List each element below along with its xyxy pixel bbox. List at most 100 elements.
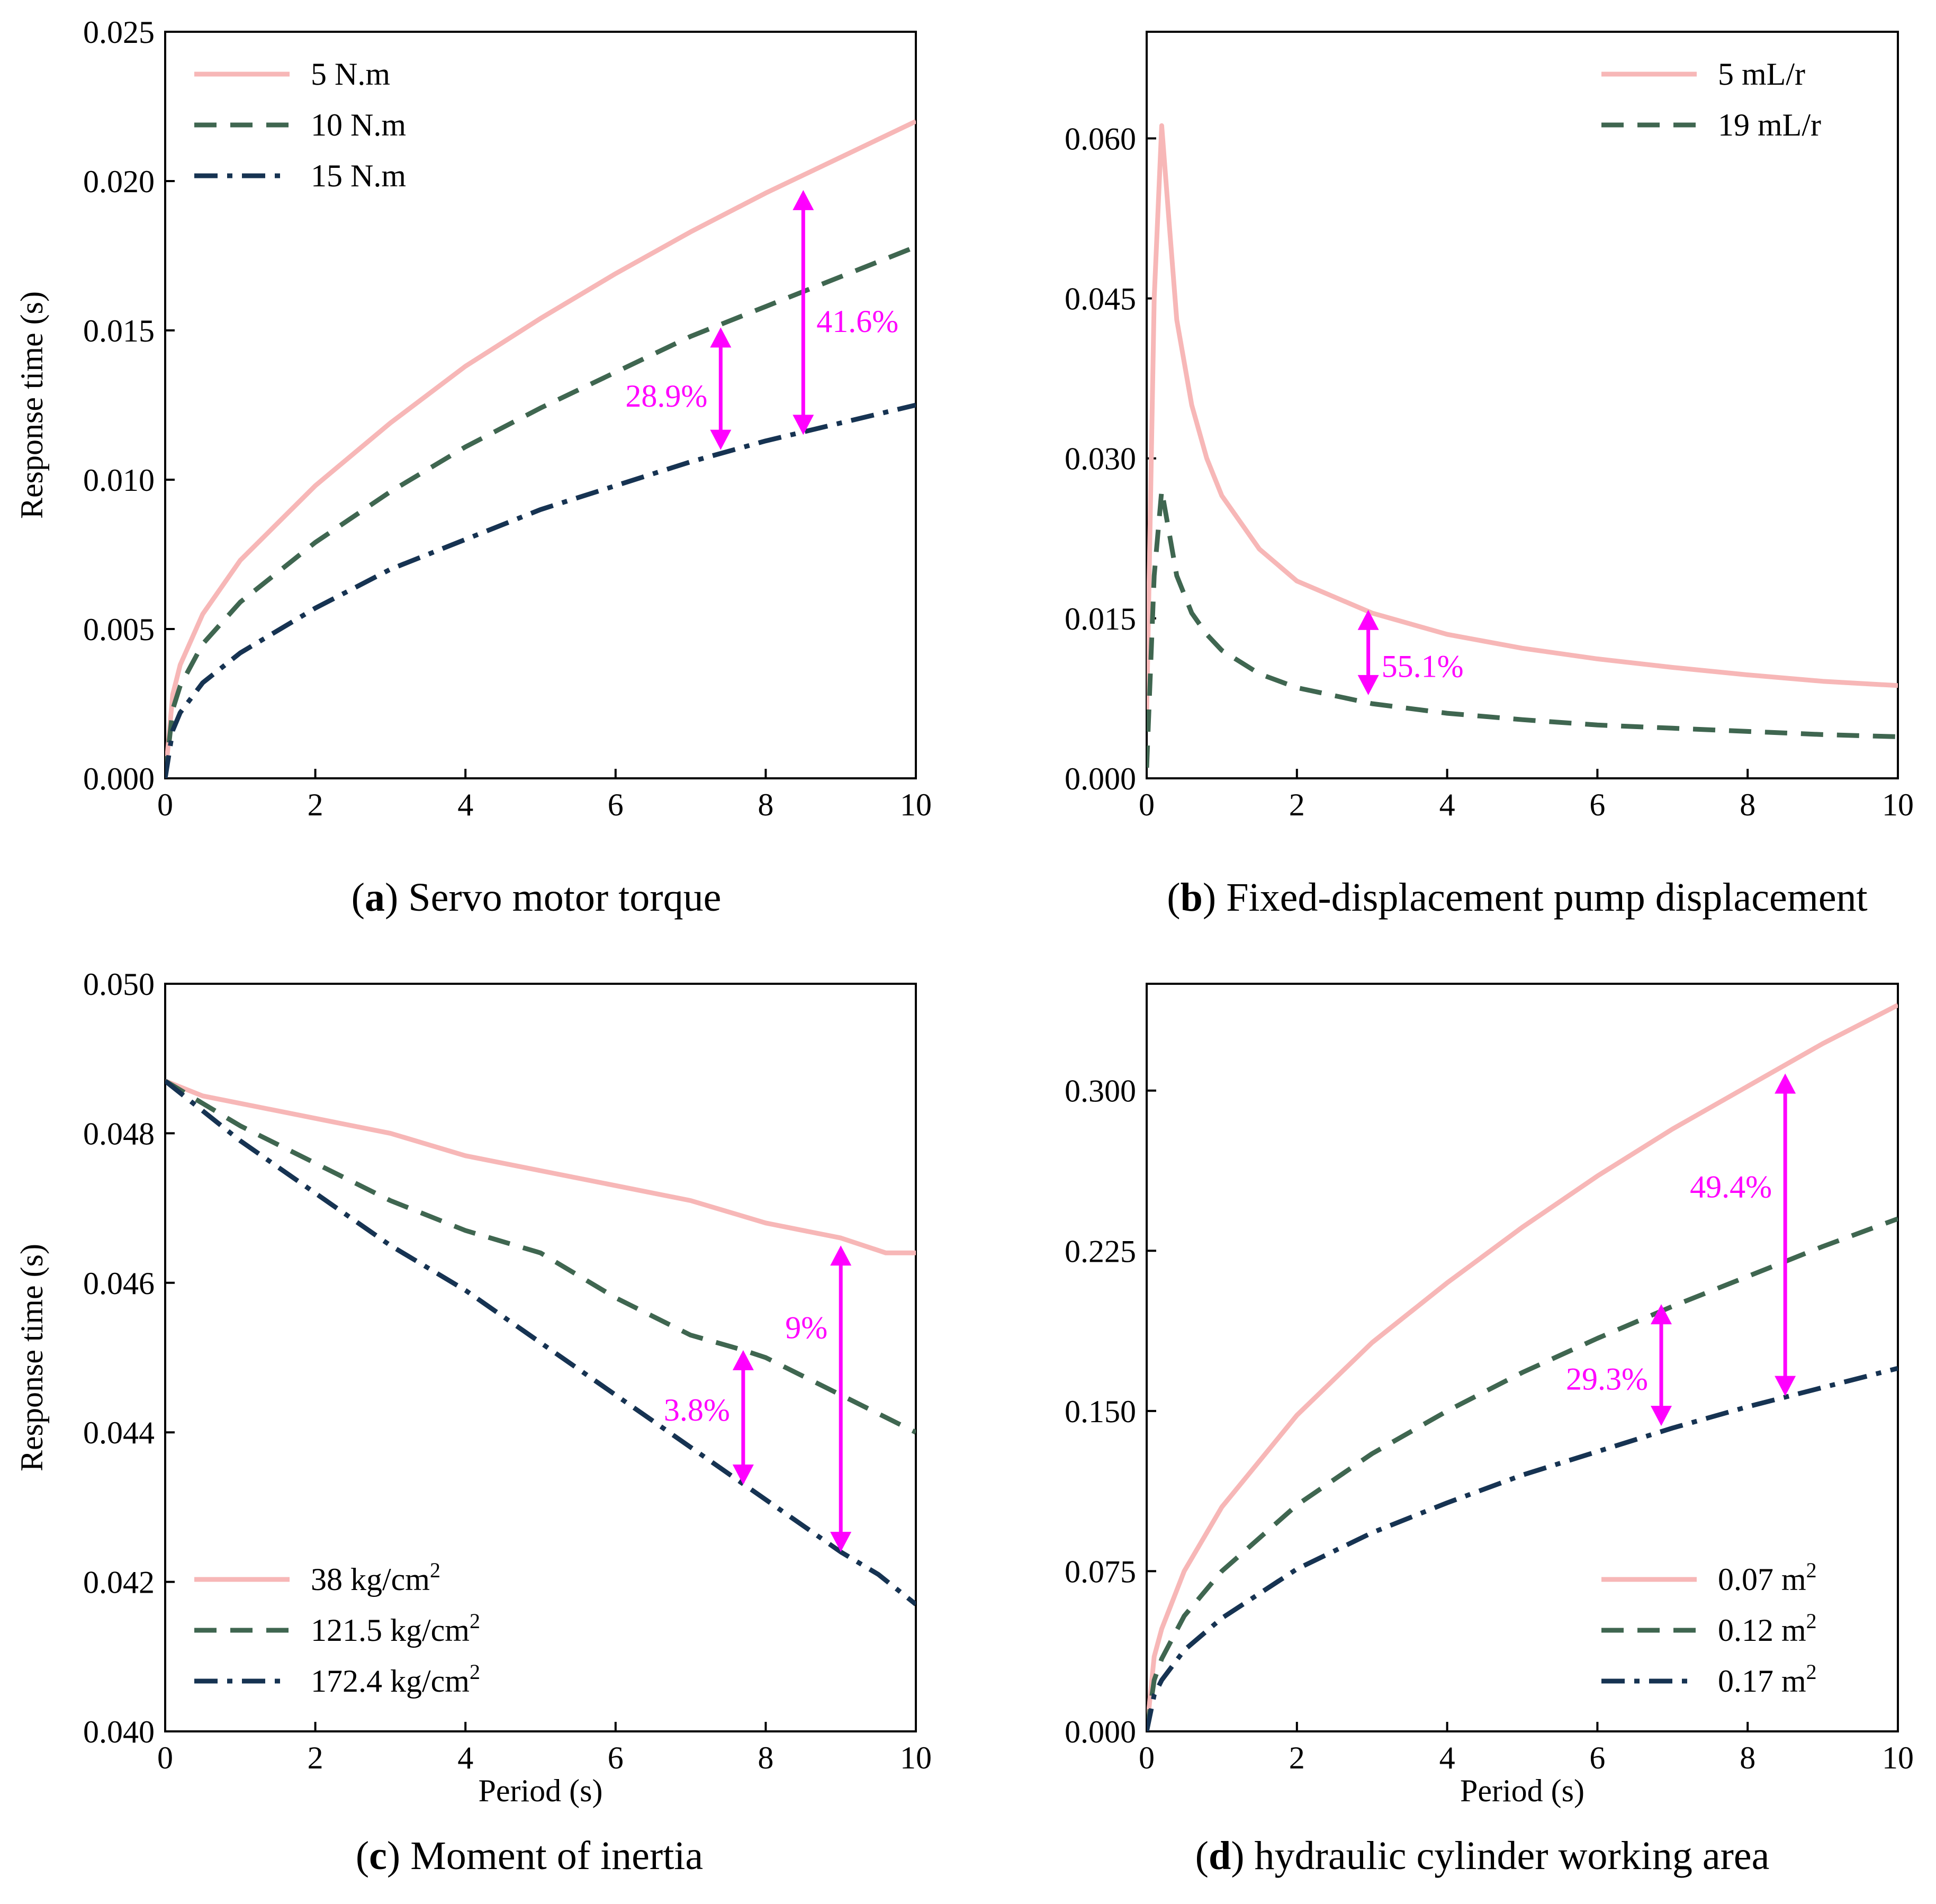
y-tick-label: 0.045 <box>1065 282 1136 317</box>
annotation-arrow: 55.1% <box>1357 609 1464 695</box>
legend: 5 N.m 10 N.m 15 N.m <box>194 57 406 193</box>
y-axis-title: Response time (s) <box>14 1244 49 1471</box>
legend-label: 5 N.m <box>311 57 390 92</box>
x-tick-label: 8 <box>758 787 773 822</box>
legend-label-text: 38 kg/cm <box>311 1562 430 1597</box>
y-tick-label: 0.000 <box>1065 1714 1136 1749</box>
legend-label-superscript: 2 <box>470 1660 480 1684</box>
annotation-arrowhead-top <box>1775 1073 1796 1094</box>
annotation-arrowhead-bottom <box>1775 1376 1796 1396</box>
series-line-3 <box>165 402 916 778</box>
annotation-arrow: 29.3% <box>1566 1304 1672 1426</box>
legend-label: 0.17 m2 <box>1718 1660 1817 1699</box>
x-tick-label: 0 <box>1139 787 1155 822</box>
panel-caption-text: Moment of inertia <box>400 1834 703 1878</box>
y-tick-label: 0.046 <box>83 1266 155 1301</box>
legend-label: 0.12 m2 <box>1718 1609 1817 1648</box>
panel-caption: (b) Fixed-displacement pump displacement <box>1167 875 1867 920</box>
annotation-arrow: 28.9% <box>625 327 732 450</box>
x-tick-label: 4 <box>457 1740 473 1775</box>
y-tick-label: 0.000 <box>83 761 155 796</box>
annotation-arrowhead-bottom <box>830 1532 852 1552</box>
panel-d: 0 2 4 6 8 10 0.000 0.075 0.150 0.225 0.300 Period (… <box>1065 983 1914 1878</box>
legend-label-text: 19 mL/r <box>1718 107 1821 142</box>
legend-label-text: 5 N.m <box>311 57 390 92</box>
legend-label: 121.5 kg/cm2 <box>311 1609 480 1648</box>
y-tick-label: 0.030 <box>1065 442 1136 477</box>
legend-label-superscript: 2 <box>470 1609 480 1633</box>
annotation-label: 3.8% <box>664 1393 730 1427</box>
panel-c: 0 2 4 6 8 10 0.040 0.042 0.044 0.046 0.048 0.050 Res… <box>14 967 932 1878</box>
annotation-label: 28.9% <box>625 379 707 414</box>
y-tick-label: 0.010 <box>83 463 155 498</box>
legend-label-superscript: 2 <box>430 1558 440 1582</box>
x-tick-label: 2 <box>308 1740 323 1775</box>
x-tick-label: 6 <box>608 1740 624 1775</box>
annotation-arrowhead-top <box>710 327 732 348</box>
x-tick-label: 6 <box>1589 1740 1605 1775</box>
y-tick-label: 0.040 <box>83 1714 155 1749</box>
x-tick-label: 8 <box>1740 1740 1755 1775</box>
legend-label-text: 0.07 m <box>1718 1562 1806 1597</box>
series-line-1 <box>1147 1003 1898 1731</box>
annotation-arrowhead-bottom <box>710 429 732 450</box>
series-line-3 <box>1147 1366 1898 1731</box>
y-tick-label: 0.225 <box>1065 1234 1136 1269</box>
y-tick-label: 0.015 <box>83 313 155 348</box>
panel-caption: (d) hydraulic cylinder working area <box>1195 1834 1770 1878</box>
legend-label-text: 15 N.m <box>311 158 406 193</box>
x-tick-label: 10 <box>1882 787 1914 822</box>
series-line-2 <box>1147 488 1898 768</box>
annotation-arrowhead-top <box>732 1350 754 1370</box>
legend-label-text: 5 mL/r <box>1718 57 1805 92</box>
y-tick-label: 0.075 <box>1065 1554 1136 1589</box>
legend-label-text: 10 N.m <box>311 107 406 142</box>
y-tick-label: 0.020 <box>83 164 155 199</box>
panel-caption-letter: c <box>369 1834 387 1878</box>
legend-label-superscript: 2 <box>1806 1558 1817 1582</box>
y-tick-label: 0.060 <box>1065 121 1136 156</box>
legend-label-text: 121.5 kg/cm <box>311 1613 470 1648</box>
annotation-label: 41.6% <box>816 304 898 339</box>
panel-caption-text: Fixed-displacement pump displacement <box>1216 875 1867 920</box>
panel-caption: (c) Moment of inertia <box>356 1834 703 1878</box>
annotation-arrowhead-bottom <box>1357 675 1379 695</box>
legend-label: 38 kg/cm2 <box>311 1558 440 1597</box>
legend-label: 0.07 m2 <box>1718 1558 1817 1597</box>
series-line-1 <box>165 119 916 778</box>
x-tick-label: 0 <box>1139 1740 1155 1775</box>
annotation-arrowhead-top <box>1651 1304 1672 1325</box>
legend-label: 10 N.m <box>311 107 406 142</box>
panel-caption: (a) Servo motor torque <box>352 875 722 920</box>
legend-label: 19 mL/r <box>1718 107 1821 142</box>
annotation-arrowhead-bottom <box>793 415 814 435</box>
x-tick-label: 4 <box>457 787 473 822</box>
plot-frame <box>1146 983 1899 1732</box>
plot-frame <box>1146 31 1899 779</box>
x-tick-label: 10 <box>1882 1740 1914 1775</box>
y-tick-label: 0.048 <box>83 1116 155 1151</box>
x-axis-title: Period (s) <box>1460 1773 1584 1808</box>
y-axis-title: Response time (s) <box>14 291 49 519</box>
x-tick-label: 10 <box>900 787 932 822</box>
plot-frame <box>164 983 917 1732</box>
annotation-arrowhead-bottom <box>732 1465 754 1485</box>
legend-label-superscript: 2 <box>1806 1609 1817 1633</box>
y-tick-label: 0.300 <box>1065 1074 1136 1109</box>
y-tick-label: 0.050 <box>83 967 155 1002</box>
legend-label-superscript: 2 <box>1806 1660 1817 1684</box>
panel-caption-letter: a <box>365 875 385 920</box>
x-tick-label: 0 <box>157 1740 173 1775</box>
x-tick-label: 8 <box>1740 787 1755 822</box>
annotation-arrow: 3.8% <box>664 1350 754 1485</box>
annotation-arrowhead-top <box>793 190 814 210</box>
legend-label-text: 172.4 kg/cm <box>311 1664 470 1699</box>
x-tick-label: 2 <box>1289 787 1305 822</box>
legend: 0.07 m20.12 m20.17 m2 <box>1601 1558 1817 1699</box>
x-tick-label: 4 <box>1439 787 1455 822</box>
x-tick-label: 6 <box>608 787 624 822</box>
x-tick-label: 6 <box>1589 787 1605 822</box>
series-line-2 <box>165 1079 916 1435</box>
